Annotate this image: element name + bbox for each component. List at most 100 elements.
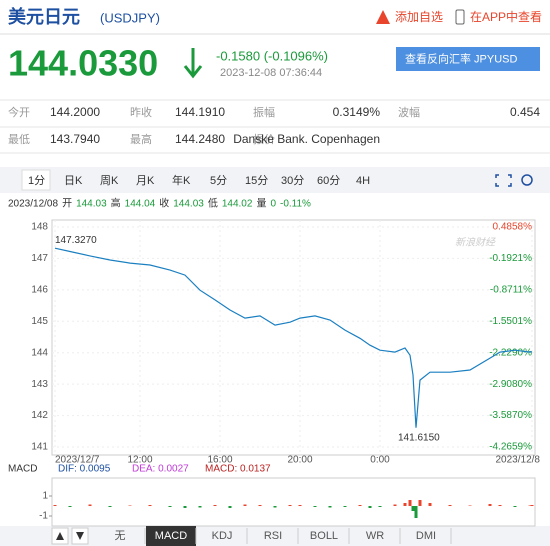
macd-bar — [358, 505, 362, 506]
tab[interactable]: 4H — [356, 175, 370, 187]
macd-bar — [378, 506, 382, 507]
info-value: 144.02 — [222, 199, 253, 210]
macd-bar — [448, 505, 452, 506]
x-tick-label: 2023/12/7 — [55, 455, 100, 466]
change: -0.1580 (-0.1096%) — [216, 48, 328, 63]
tab[interactable]: 60分 — [317, 174, 340, 187]
annotation: 147.3270 — [55, 235, 97, 246]
info-label: 高 — [111, 197, 121, 210]
watermark: 新浪财经 — [455, 237, 496, 249]
phone-icon — [455, 9, 465, 25]
macd-bar — [273, 506, 277, 508]
tab-selected[interactable] — [21, 169, 51, 191]
down-arrow — [183, 48, 203, 79]
code: (USDJPY) — [100, 10, 160, 25]
stat-label: 报价 — [253, 132, 275, 146]
macd-tick-label: -1 — [39, 511, 48, 522]
reverse-button[interactable] — [396, 47, 540, 71]
info-value: 144.04 — [125, 199, 156, 210]
macd-bar — [288, 505, 292, 506]
macd-bar — [393, 504, 397, 506]
stat-label: 振幅 — [253, 105, 275, 119]
y-tick-label: 143 — [31, 379, 48, 390]
macd-bar — [408, 500, 412, 506]
macd-bar — [403, 503, 407, 506]
x-tick-label: 0:00 — [370, 455, 390, 466]
tab[interactable]: 1分 — [28, 174, 45, 187]
tab[interactable]: 日K — [64, 175, 83, 187]
view-app[interactable]: 在APP中查看 — [470, 9, 542, 24]
info-date: 2023/12/08 — [8, 199, 58, 210]
tab-bar — [0, 167, 550, 193]
indicator-tab[interactable]: RSI — [264, 530, 282, 542]
arrows — [56, 532, 84, 540]
stat-label: 波幅 — [398, 106, 420, 119]
indicator-tab[interactable]: DMI — [416, 530, 436, 542]
watch-icon — [376, 10, 390, 24]
price-line — [54, 247, 533, 428]
stat-label: 最低 — [8, 133, 30, 146]
info-value: 144.03 — [173, 199, 204, 210]
macd-bar — [368, 506, 372, 508]
stat-label: 昨收 — [130, 105, 152, 119]
reverse-button-label[interactable]: 查看反向汇率 JPYUSD — [405, 51, 518, 65]
macd-bar — [213, 505, 217, 506]
macd-tick-label: 1 — [42, 491, 48, 502]
macd-bar — [468, 505, 472, 506]
stat-label: 最高 — [130, 132, 152, 146]
tab[interactable]: 15分 — [245, 174, 268, 187]
macd-bar — [428, 503, 432, 506]
indicator-tab[interactable]: BOLL — [310, 530, 338, 542]
y2-tick-label: -0.1921% — [489, 253, 532, 264]
macd-bar — [528, 505, 532, 506]
x-tick-label: 20:00 — [287, 455, 312, 466]
indicator-tab[interactable]: MACD — [155, 530, 187, 542]
tab[interactable]: 周K — [100, 174, 119, 187]
indicator-tab[interactable]: KDJ — [212, 530, 233, 542]
stat-value: 0.454 — [510, 105, 540, 119]
add-watch[interactable]: 添加自选 — [395, 10, 443, 24]
indicator-selected[interactable] — [146, 526, 196, 546]
y-tick-label: 144 — [31, 347, 48, 358]
stat-value: 0.3149% — [333, 105, 381, 119]
y2-tick-label: -1.5501% — [489, 316, 532, 327]
tab[interactable]: 年K — [172, 173, 191, 187]
macd-bar — [298, 505, 302, 506]
macd-bar — [313, 506, 317, 507]
y2-tick-label: -3.5870% — [489, 410, 532, 421]
tab[interactable]: 5分 — [210, 174, 227, 187]
macd-bar — [243, 504, 247, 506]
stat-value: 143.7940 — [50, 132, 100, 146]
y-tick-label: 141 — [31, 442, 48, 453]
indicator-tab[interactable]: WR — [366, 530, 384, 542]
y2-tick-label: -0.8711% — [490, 284, 532, 295]
price: 144.0330 — [8, 43, 158, 84]
info-change: -0.11% — [280, 199, 311, 210]
tab[interactable]: 月K — [136, 175, 155, 187]
y2-tick-label: -2.2290% — [489, 347, 532, 358]
tab[interactable]: 30分 — [281, 174, 304, 187]
y2-tick-label: 0.4858% — [493, 222, 533, 233]
indicator-tab[interactable]: 无 — [115, 530, 126, 542]
stat-label: 今开 — [8, 105, 30, 119]
x-tick-label: 2023/12/8 — [496, 455, 541, 466]
stat-value: 144.1910 — [175, 105, 225, 119]
info-value: 0 — [270, 199, 276, 210]
macd-bar — [488, 504, 492, 506]
macd-bar — [168, 506, 172, 507]
macd-bar — [148, 505, 152, 506]
macd-bar — [128, 505, 132, 506]
plot-frame — [51, 219, 536, 456]
tools — [495, 174, 533, 187]
macd-value: MACD: 0.0137 — [205, 464, 271, 475]
macd-bar — [411, 506, 415, 511]
macd-dea: DEA: 0.0027 — [132, 464, 189, 475]
macd-bar — [513, 506, 517, 507]
y-tick-label: 147 — [31, 253, 48, 264]
macd-bar — [183, 506, 187, 508]
macd-bar — [418, 500, 422, 506]
macd-bar — [258, 505, 262, 506]
macd-bar — [414, 506, 418, 518]
